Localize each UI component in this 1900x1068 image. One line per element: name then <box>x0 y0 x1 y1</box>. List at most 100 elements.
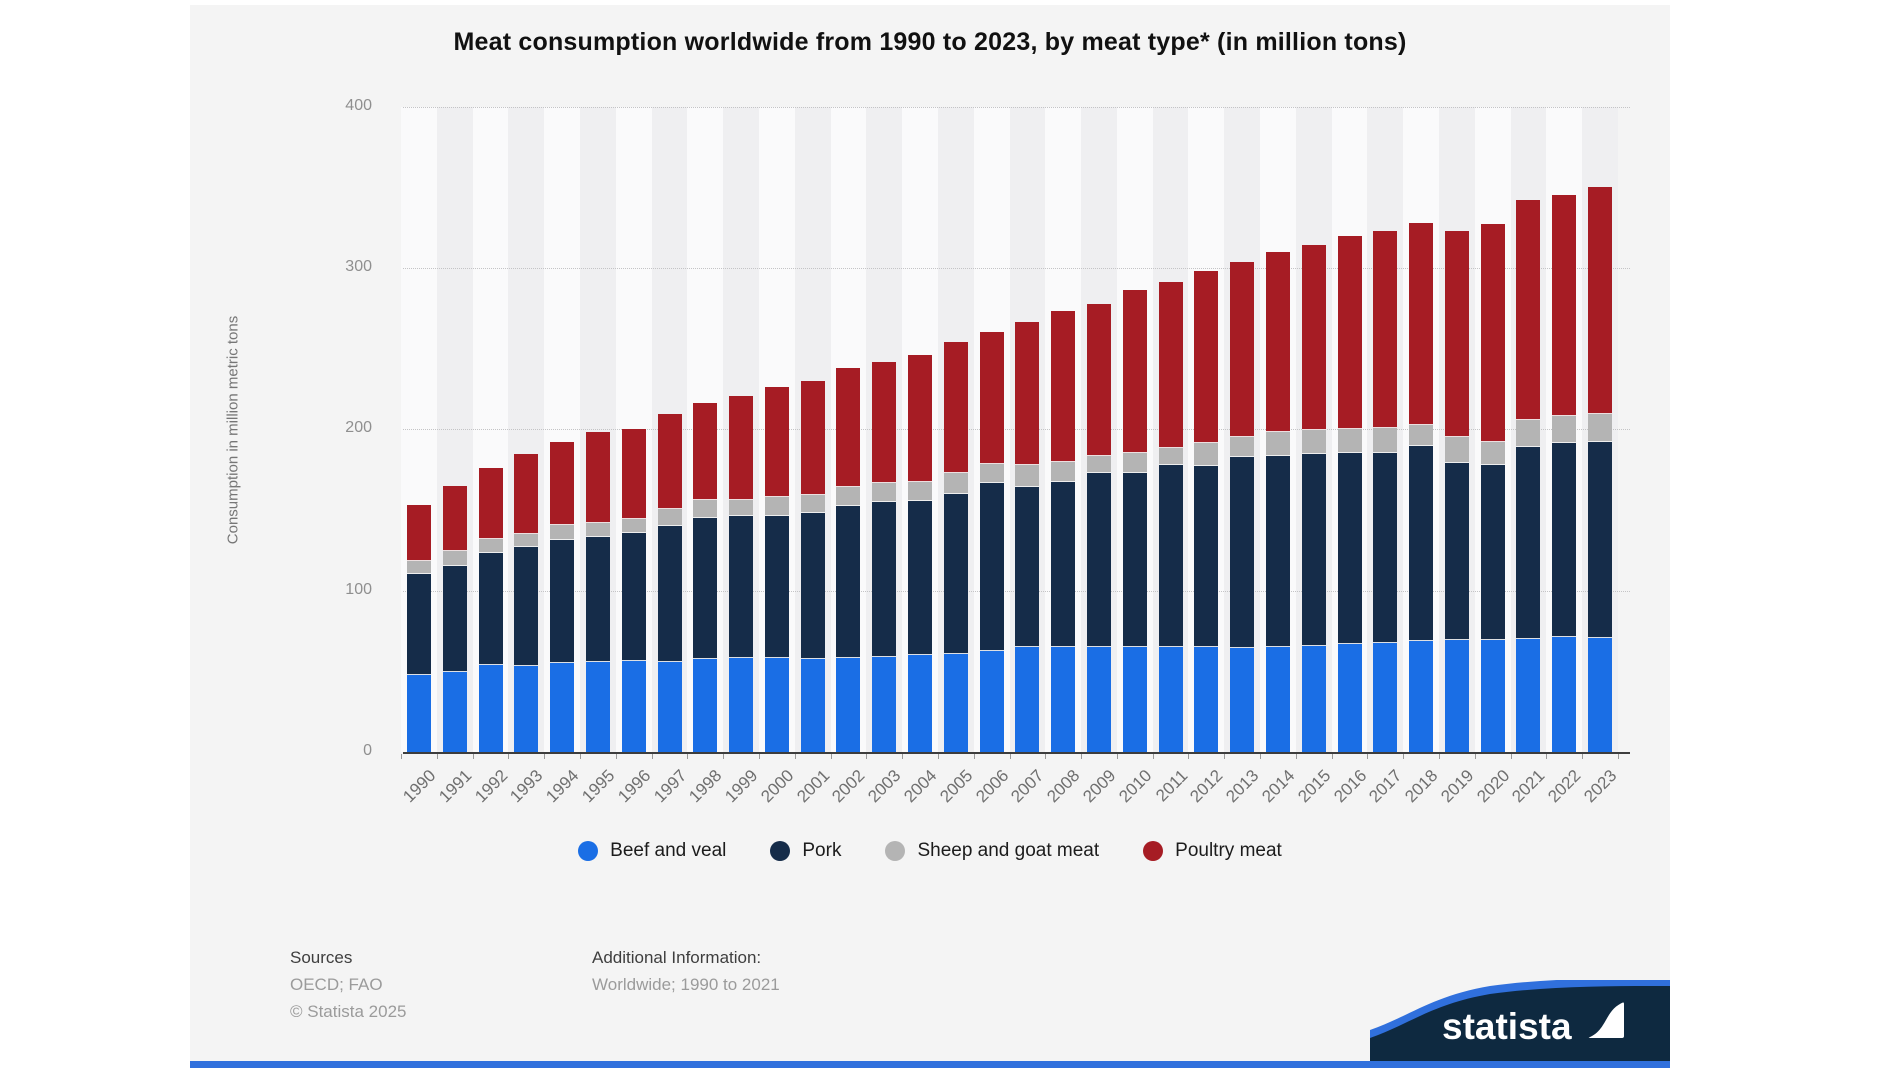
bar-1990[interactable] <box>407 505 431 752</box>
segment-pork[interactable] <box>836 505 861 659</box>
segment-pork[interactable] <box>1409 444 1434 641</box>
segment-beef-and-veal[interactable] <box>1301 645 1326 752</box>
segment-sheep-and-goat-meat[interactable] <box>621 518 646 534</box>
segment-beef-and-veal[interactable] <box>1087 647 1111 752</box>
segment-pork[interactable] <box>621 532 646 661</box>
segment-sheep-and-goat-meat[interactable] <box>1409 423 1434 446</box>
segment-beef-and-veal[interactable] <box>729 658 754 752</box>
sources-value[interactable]: OECD; FAO <box>290 975 383 994</box>
bar-2023[interactable] <box>1588 187 1613 752</box>
legend-item-pork[interactable]: Pork <box>770 840 841 862</box>
segment-sheep-and-goat-meat[interactable] <box>407 559 431 574</box>
bar-2000[interactable] <box>764 387 789 752</box>
bar-2014[interactable] <box>1265 252 1290 752</box>
segment-pork[interactable] <box>979 481 1004 651</box>
segment-sheep-and-goat-meat[interactable] <box>943 471 968 494</box>
bar-2010[interactable] <box>1122 289 1147 752</box>
bar-2011[interactable] <box>1158 282 1183 752</box>
segment-pork[interactable] <box>657 524 682 662</box>
legend-item-beef-and-veal[interactable]: Beef and veal <box>578 840 726 862</box>
segment-poultry-meat[interactable] <box>1337 236 1362 430</box>
segment-poultry-meat[interactable] <box>764 387 789 497</box>
segment-sheep-and-goat-meat[interactable] <box>657 507 682 526</box>
segment-sheep-and-goat-meat[interactable] <box>1588 413 1613 442</box>
segment-sheep-and-goat-meat[interactable] <box>1480 440 1505 465</box>
segment-beef-and-veal[interactable] <box>550 663 575 752</box>
bar-1993[interactable] <box>514 453 539 752</box>
segment-sheep-and-goat-meat[interactable] <box>1087 454 1111 474</box>
legend-item-sheep-and-goat-meat[interactable]: Sheep and goat meat <box>885 840 1099 862</box>
segment-pork[interactable] <box>1588 440 1613 639</box>
segment-sheep-and-goat-meat[interactable] <box>478 538 503 553</box>
segment-poultry-meat[interactable] <box>1301 244 1326 430</box>
segment-beef-and-veal[interactable] <box>1552 637 1577 752</box>
segment-poultry-meat[interactable] <box>693 402 718 501</box>
bar-2018[interactable] <box>1409 223 1434 752</box>
segment-pork[interactable] <box>550 539 575 664</box>
segment-poultry-meat[interactable] <box>729 395 754 500</box>
segment-pork[interactable] <box>729 515 754 659</box>
bar-2002[interactable] <box>836 368 861 752</box>
segment-sheep-and-goat-meat[interactable] <box>1552 414 1577 443</box>
segment-sheep-and-goat-meat[interactable] <box>1444 436 1469 464</box>
segment-poultry-meat[interactable] <box>1588 187 1613 415</box>
segment-beef-and-veal[interactable] <box>1015 647 1040 752</box>
segment-poultry-meat[interactable] <box>514 453 539 535</box>
segment-sheep-and-goat-meat[interactable] <box>442 550 467 566</box>
segment-poultry-meat[interactable] <box>943 342 968 473</box>
segment-sheep-and-goat-meat[interactable] <box>764 495 789 516</box>
segment-sheep-and-goat-meat[interactable] <box>1158 447 1183 465</box>
segment-pork[interactable] <box>585 535 610 662</box>
segment-sheep-and-goat-meat[interactable] <box>550 523 575 540</box>
segment-beef-and-veal[interactable] <box>764 658 789 752</box>
segment-pork[interactable] <box>407 572 431 676</box>
segment-beef-and-veal[interactable] <box>442 672 467 752</box>
bar-2009[interactable] <box>1087 304 1111 752</box>
segment-sheep-and-goat-meat[interactable] <box>585 522 610 537</box>
segment-pork[interactable] <box>514 546 539 666</box>
segment-beef-and-veal[interactable] <box>621 660 646 752</box>
segment-poultry-meat[interactable] <box>1087 304 1111 456</box>
bar-2008[interactable] <box>1051 310 1076 752</box>
segment-pork[interactable] <box>1373 451 1398 643</box>
segment-pork[interactable] <box>1444 462 1469 641</box>
segment-beef-and-veal[interactable] <box>908 655 933 752</box>
bar-2015[interactable] <box>1301 244 1326 752</box>
segment-sheep-and-goat-meat[interactable] <box>979 463 1004 483</box>
segment-poultry-meat[interactable] <box>836 368 861 487</box>
bar-2019[interactable] <box>1444 231 1469 752</box>
segment-beef-and-veal[interactable] <box>693 659 718 752</box>
segment-sheep-and-goat-meat[interactable] <box>1194 442 1219 466</box>
bar-1991[interactable] <box>442 485 467 752</box>
segment-poultry-meat[interactable] <box>407 505 431 561</box>
segment-poultry-meat[interactable] <box>1409 223 1434 425</box>
legend-item-poultry-meat[interactable]: Poultry meat <box>1143 840 1282 862</box>
segment-sheep-and-goat-meat[interactable] <box>514 533 539 548</box>
segment-sheep-and-goat-meat[interactable] <box>1230 435 1255 457</box>
segment-sheep-and-goat-meat[interactable] <box>1122 451 1147 473</box>
segment-poultry-meat[interactable] <box>1480 223 1505 442</box>
segment-poultry-meat[interactable] <box>908 354 933 482</box>
segment-poultry-meat[interactable] <box>1373 230 1398 429</box>
segment-beef-and-veal[interactable] <box>514 666 539 752</box>
segment-pork[interactable] <box>693 517 718 660</box>
segment-beef-and-veal[interactable] <box>1480 640 1505 752</box>
segment-poultry-meat[interactable] <box>979 331 1004 464</box>
bar-1997[interactable] <box>657 413 682 752</box>
bar-2021[interactable] <box>1516 199 1541 752</box>
bar-2012[interactable] <box>1194 271 1219 752</box>
segment-beef-and-veal[interactable] <box>1409 640 1434 752</box>
segment-poultry-meat[interactable] <box>478 467 503 540</box>
bar-1998[interactable] <box>693 402 718 752</box>
segment-beef-and-veal[interactable] <box>407 675 431 752</box>
segment-pork[interactable] <box>442 564 467 673</box>
segment-sheep-and-goat-meat[interactable] <box>1301 428 1326 454</box>
segment-sheep-and-goat-meat[interactable] <box>1373 427 1398 453</box>
bar-2017[interactable] <box>1373 230 1398 752</box>
segment-beef-and-veal[interactable] <box>800 659 825 752</box>
segment-poultry-meat[interactable] <box>1051 310 1076 462</box>
segment-poultry-meat[interactable] <box>1015 322 1040 465</box>
bar-1996[interactable] <box>621 429 646 752</box>
segment-pork[interactable] <box>764 514 789 659</box>
segment-beef-and-veal[interactable] <box>1194 647 1219 752</box>
